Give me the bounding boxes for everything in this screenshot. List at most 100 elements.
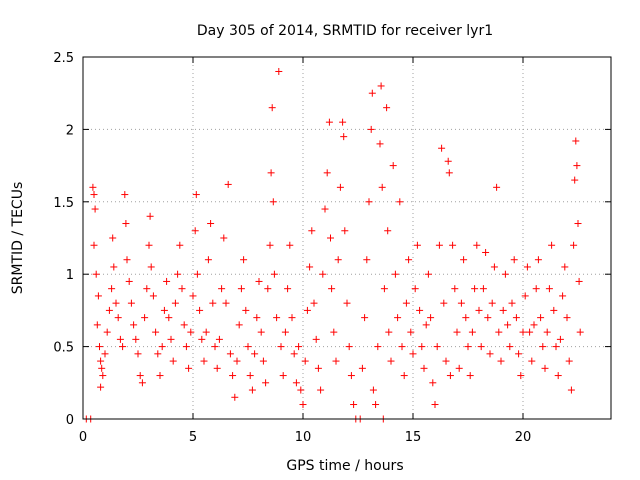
data-point bbox=[169, 357, 177, 365]
data-point bbox=[266, 241, 274, 249]
data-point bbox=[122, 220, 130, 228]
data-point bbox=[387, 357, 395, 365]
grid bbox=[83, 57, 611, 419]
data-point bbox=[420, 364, 428, 372]
data-point bbox=[299, 401, 307, 409]
data-point bbox=[565, 357, 573, 365]
data-point bbox=[462, 314, 470, 322]
data-point bbox=[350, 401, 358, 409]
data-point bbox=[501, 270, 509, 278]
axis-ticks bbox=[82, 56, 611, 420]
data-point bbox=[196, 306, 204, 314]
data-point bbox=[116, 335, 124, 343]
data-point bbox=[486, 350, 494, 358]
data-point bbox=[90, 241, 98, 249]
data-point bbox=[98, 364, 106, 372]
data-point bbox=[475, 306, 483, 314]
data-point bbox=[391, 270, 399, 278]
data-point bbox=[442, 357, 450, 365]
data-point bbox=[273, 314, 281, 322]
data-point bbox=[147, 263, 155, 271]
data-point bbox=[537, 314, 545, 322]
data-point bbox=[321, 205, 329, 213]
data-point bbox=[372, 401, 380, 409]
data-point bbox=[571, 176, 579, 184]
data-point bbox=[286, 241, 294, 249]
data-point bbox=[246, 372, 254, 380]
data-point bbox=[240, 256, 248, 264]
data-point bbox=[508, 299, 516, 307]
data-point bbox=[418, 343, 426, 351]
data-point bbox=[504, 321, 512, 329]
data-point bbox=[317, 386, 325, 394]
data-point bbox=[473, 241, 481, 249]
data-point bbox=[301, 357, 309, 365]
data-point bbox=[405, 256, 413, 264]
data-point bbox=[413, 241, 421, 249]
data-point bbox=[440, 299, 448, 307]
data-point bbox=[330, 328, 338, 336]
data-point bbox=[471, 285, 479, 293]
data-point bbox=[91, 205, 99, 213]
data-point bbox=[424, 270, 432, 278]
data-point bbox=[570, 241, 578, 249]
data-point bbox=[207, 220, 215, 228]
data-point bbox=[158, 343, 166, 351]
data-point bbox=[264, 285, 272, 293]
data-point bbox=[174, 270, 182, 278]
data-point bbox=[125, 277, 133, 285]
data-point bbox=[105, 306, 113, 314]
data-point bbox=[251, 350, 259, 358]
data-point bbox=[215, 335, 223, 343]
data-point bbox=[574, 220, 582, 228]
data-point bbox=[495, 328, 503, 336]
data-point bbox=[89, 183, 97, 191]
data-point bbox=[550, 306, 558, 314]
data-point bbox=[336, 183, 344, 191]
data-point bbox=[103, 328, 111, 336]
x-tick-label: 0 bbox=[79, 430, 87, 445]
data-point bbox=[192, 191, 200, 199]
data-point bbox=[97, 357, 105, 365]
x-tick-label: 10 bbox=[295, 430, 312, 445]
x-tick-label: 20 bbox=[515, 430, 532, 445]
data-point bbox=[279, 372, 287, 380]
data-point bbox=[244, 343, 252, 351]
data-point bbox=[455, 364, 463, 372]
data-point bbox=[548, 241, 556, 249]
data-point bbox=[477, 343, 485, 351]
data-point bbox=[377, 82, 385, 90]
data-point bbox=[222, 299, 230, 307]
data-point bbox=[385, 328, 393, 336]
data-point bbox=[310, 299, 318, 307]
y-tick-label: 0.5 bbox=[53, 341, 74, 356]
data-point bbox=[368, 89, 376, 97]
data-point bbox=[506, 343, 514, 351]
y-tick-label: 1.5 bbox=[53, 196, 74, 211]
data-point bbox=[512, 314, 520, 322]
data-point bbox=[490, 263, 498, 271]
data-point bbox=[119, 343, 127, 351]
data-point bbox=[96, 343, 103, 351]
data-point bbox=[438, 144, 446, 152]
data-point bbox=[189, 292, 197, 300]
data-point bbox=[308, 227, 316, 235]
data-point bbox=[306, 263, 314, 271]
data-point bbox=[358, 364, 366, 372]
data-point bbox=[541, 364, 549, 372]
plot-frame bbox=[82, 56, 612, 420]
data-point bbox=[334, 256, 342, 264]
data-point bbox=[466, 372, 474, 380]
data-point bbox=[464, 343, 472, 351]
data-point bbox=[543, 328, 551, 336]
data-point bbox=[327, 234, 334, 242]
data-point bbox=[295, 343, 303, 351]
data-point bbox=[270, 270, 278, 278]
data-point bbox=[497, 357, 505, 365]
data-point bbox=[451, 285, 459, 293]
data-point bbox=[303, 306, 311, 314]
data-point bbox=[97, 383, 105, 391]
data-point bbox=[323, 169, 331, 177]
data-point bbox=[99, 372, 107, 380]
